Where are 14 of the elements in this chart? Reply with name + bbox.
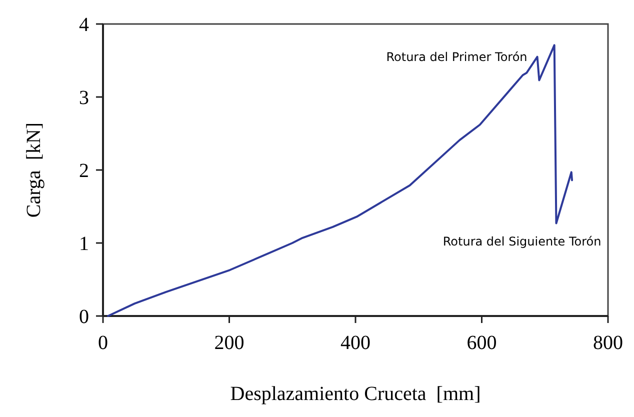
x-tick-label: 800 <box>593 332 623 354</box>
x-tick-label: 200 <box>214 332 244 354</box>
x-axis-title: Desplazamiento Cruceta [mm] <box>230 383 481 405</box>
x-tick-label: 0 <box>98 332 108 354</box>
y-tick-label: 1 <box>79 233 89 255</box>
y-tick-label: 0 <box>79 306 89 328</box>
x-tick-label: 600 <box>466 332 497 354</box>
y-axis-title: Carga [kN] <box>23 122 45 218</box>
annotation: Rotura del Primer Torón <box>386 50 528 64</box>
y-tick-label: 2 <box>79 160 89 182</box>
y-tick-label: 3 <box>79 87 89 109</box>
annotation: Rotura del Siguiente Torón <box>442 234 602 248</box>
x-tick-label: 400 <box>340 332 370 354</box>
y-tick-label: 4 <box>79 14 89 36</box>
